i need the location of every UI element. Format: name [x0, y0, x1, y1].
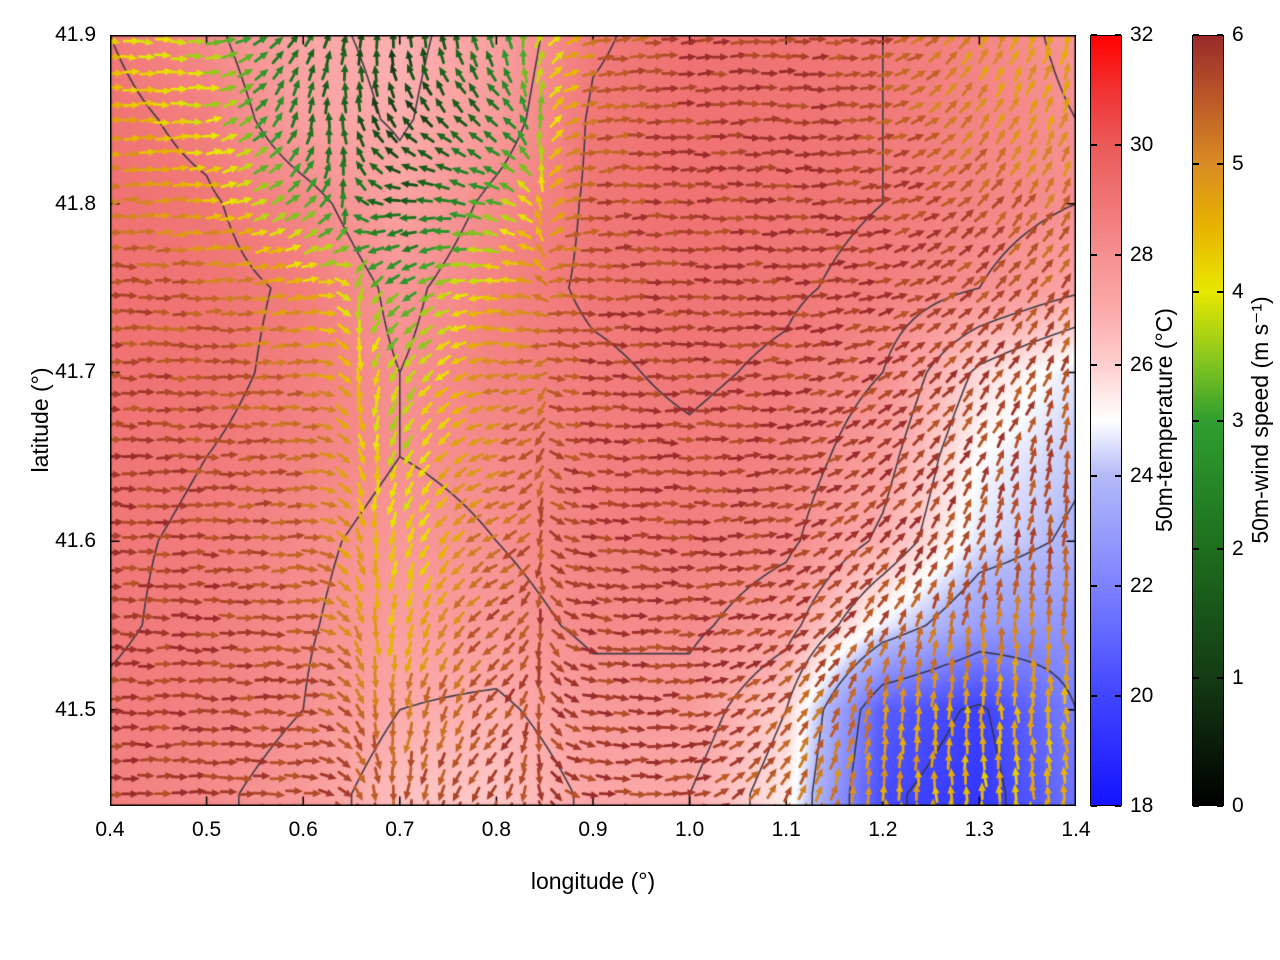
temperature-colorbar-tick-mark	[1091, 144, 1097, 147]
temperature-colorbar-tick-label: 30	[1130, 133, 1154, 157]
y-tick-label: 41.6	[55, 529, 96, 553]
x-tick-label: 0.9	[578, 818, 608, 841]
temperature-colorbar-tick-mark	[1091, 474, 1097, 477]
wind-colorbar-tick-mark	[1217, 419, 1223, 422]
y-axis-title: latitude (°)	[27, 367, 53, 473]
temperature-colorbar-tick-label: 26	[1130, 353, 1154, 377]
temperature-colorbar	[1090, 35, 1122, 806]
wind-colorbar-tick-label: 0	[1232, 794, 1244, 817]
temperature-colorbar-tick-mark	[1115, 34, 1121, 36]
wind-colorbar-tick-mark	[1217, 805, 1223, 807]
temperature-colorbar-tick-mark	[1091, 364, 1097, 367]
temperature-colorbar-tick-mark	[1115, 254, 1121, 257]
wind-colorbar-tick-mark	[1217, 34, 1223, 36]
wind-colorbar-tick-label: 5	[1232, 151, 1244, 175]
wind-colorbar-title: 50m-wind speed (m s⁻¹)	[1247, 296, 1273, 544]
temperature-colorbar-tick-mark	[1115, 694, 1121, 697]
wind-colorbar-tick-mark	[1193, 162, 1199, 165]
x-tick-label: 0.5	[191, 818, 222, 841]
temperature-colorbar-tick-mark	[1115, 805, 1121, 807]
wind-colorbar-tick-mark	[1217, 676, 1223, 679]
x-tick-label: 0.8	[481, 818, 511, 841]
x-tick-label: 1.0	[674, 818, 705, 841]
temperature-colorbar-tick-mark	[1091, 254, 1097, 257]
wind-colorbar-tick-mark	[1217, 548, 1223, 550]
temperature-colorbar-tick-mark	[1115, 144, 1121, 147]
wind-colorbar-tick-label: 3	[1232, 408, 1244, 432]
x-tick-label: 1.2	[868, 818, 898, 841]
temperature-colorbar-tick-mark	[1091, 694, 1097, 697]
wind-colorbar-tick-label: 4	[1232, 280, 1244, 303]
x-tick-label: 1.3	[964, 818, 994, 841]
wind-colorbar-tick-mark	[1217, 291, 1223, 293]
wind-colorbar-tick-mark	[1193, 548, 1199, 550]
y-tick-label: 41.9	[55, 23, 96, 46]
y-tick-label: 41.8	[55, 191, 96, 215]
x-tick-label: 0.6	[288, 818, 318, 841]
wind-colorbar-tick-mark	[1193, 676, 1199, 679]
temperature-colorbar-tick-mark	[1115, 584, 1121, 587]
x-tick-label: 1.1	[771, 818, 801, 841]
map-plot-canvas	[110, 35, 1076, 806]
wind-colorbar-tick-label: 2	[1232, 537, 1244, 560]
wind-colorbar-tick-mark	[1193, 419, 1199, 422]
wind-colorbar-tick-mark	[1193, 805, 1199, 807]
x-tick-label: 0.7	[385, 818, 415, 841]
y-tick-label: 41.5	[55, 697, 96, 721]
temperature-colorbar-tick-label: 18	[1130, 794, 1154, 817]
wind-colorbar-tick-mark	[1193, 291, 1199, 293]
temperature-colorbar-tick-label: 20	[1130, 683, 1154, 707]
temperature-colorbar-tick-mark	[1115, 364, 1121, 367]
temperature-colorbar-tick-mark	[1091, 584, 1097, 587]
wind-colorbar-tick-label: 1	[1232, 665, 1244, 689]
temperature-colorbar-tick-mark	[1091, 805, 1097, 807]
y-tick-label: 41.7	[55, 360, 96, 384]
wind-colorbar-tick-mark	[1193, 34, 1199, 36]
temperature-colorbar-tick-label: 22	[1130, 573, 1154, 597]
wind-colorbar-tick-mark	[1217, 162, 1223, 165]
temperature-colorbar-tick-label: 32	[1130, 23, 1154, 46]
wind-colorbar-tick-label: 6	[1232, 23, 1244, 46]
x-tick-label: 1.4	[1061, 818, 1091, 841]
x-axis-title: longitude (°)	[530, 868, 656, 894]
x-tick-label: 0.4	[95, 818, 125, 841]
temperature-colorbar-tick-mark	[1115, 474, 1121, 477]
temperature-colorbar-tick-label: 28	[1130, 243, 1154, 267]
temperature-colorbar-tick-mark	[1091, 34, 1097, 36]
temperature-colorbar-tick-label: 24	[1130, 463, 1154, 487]
temperature-colorbar-title: 50m-temperature (°C)	[1151, 308, 1177, 532]
